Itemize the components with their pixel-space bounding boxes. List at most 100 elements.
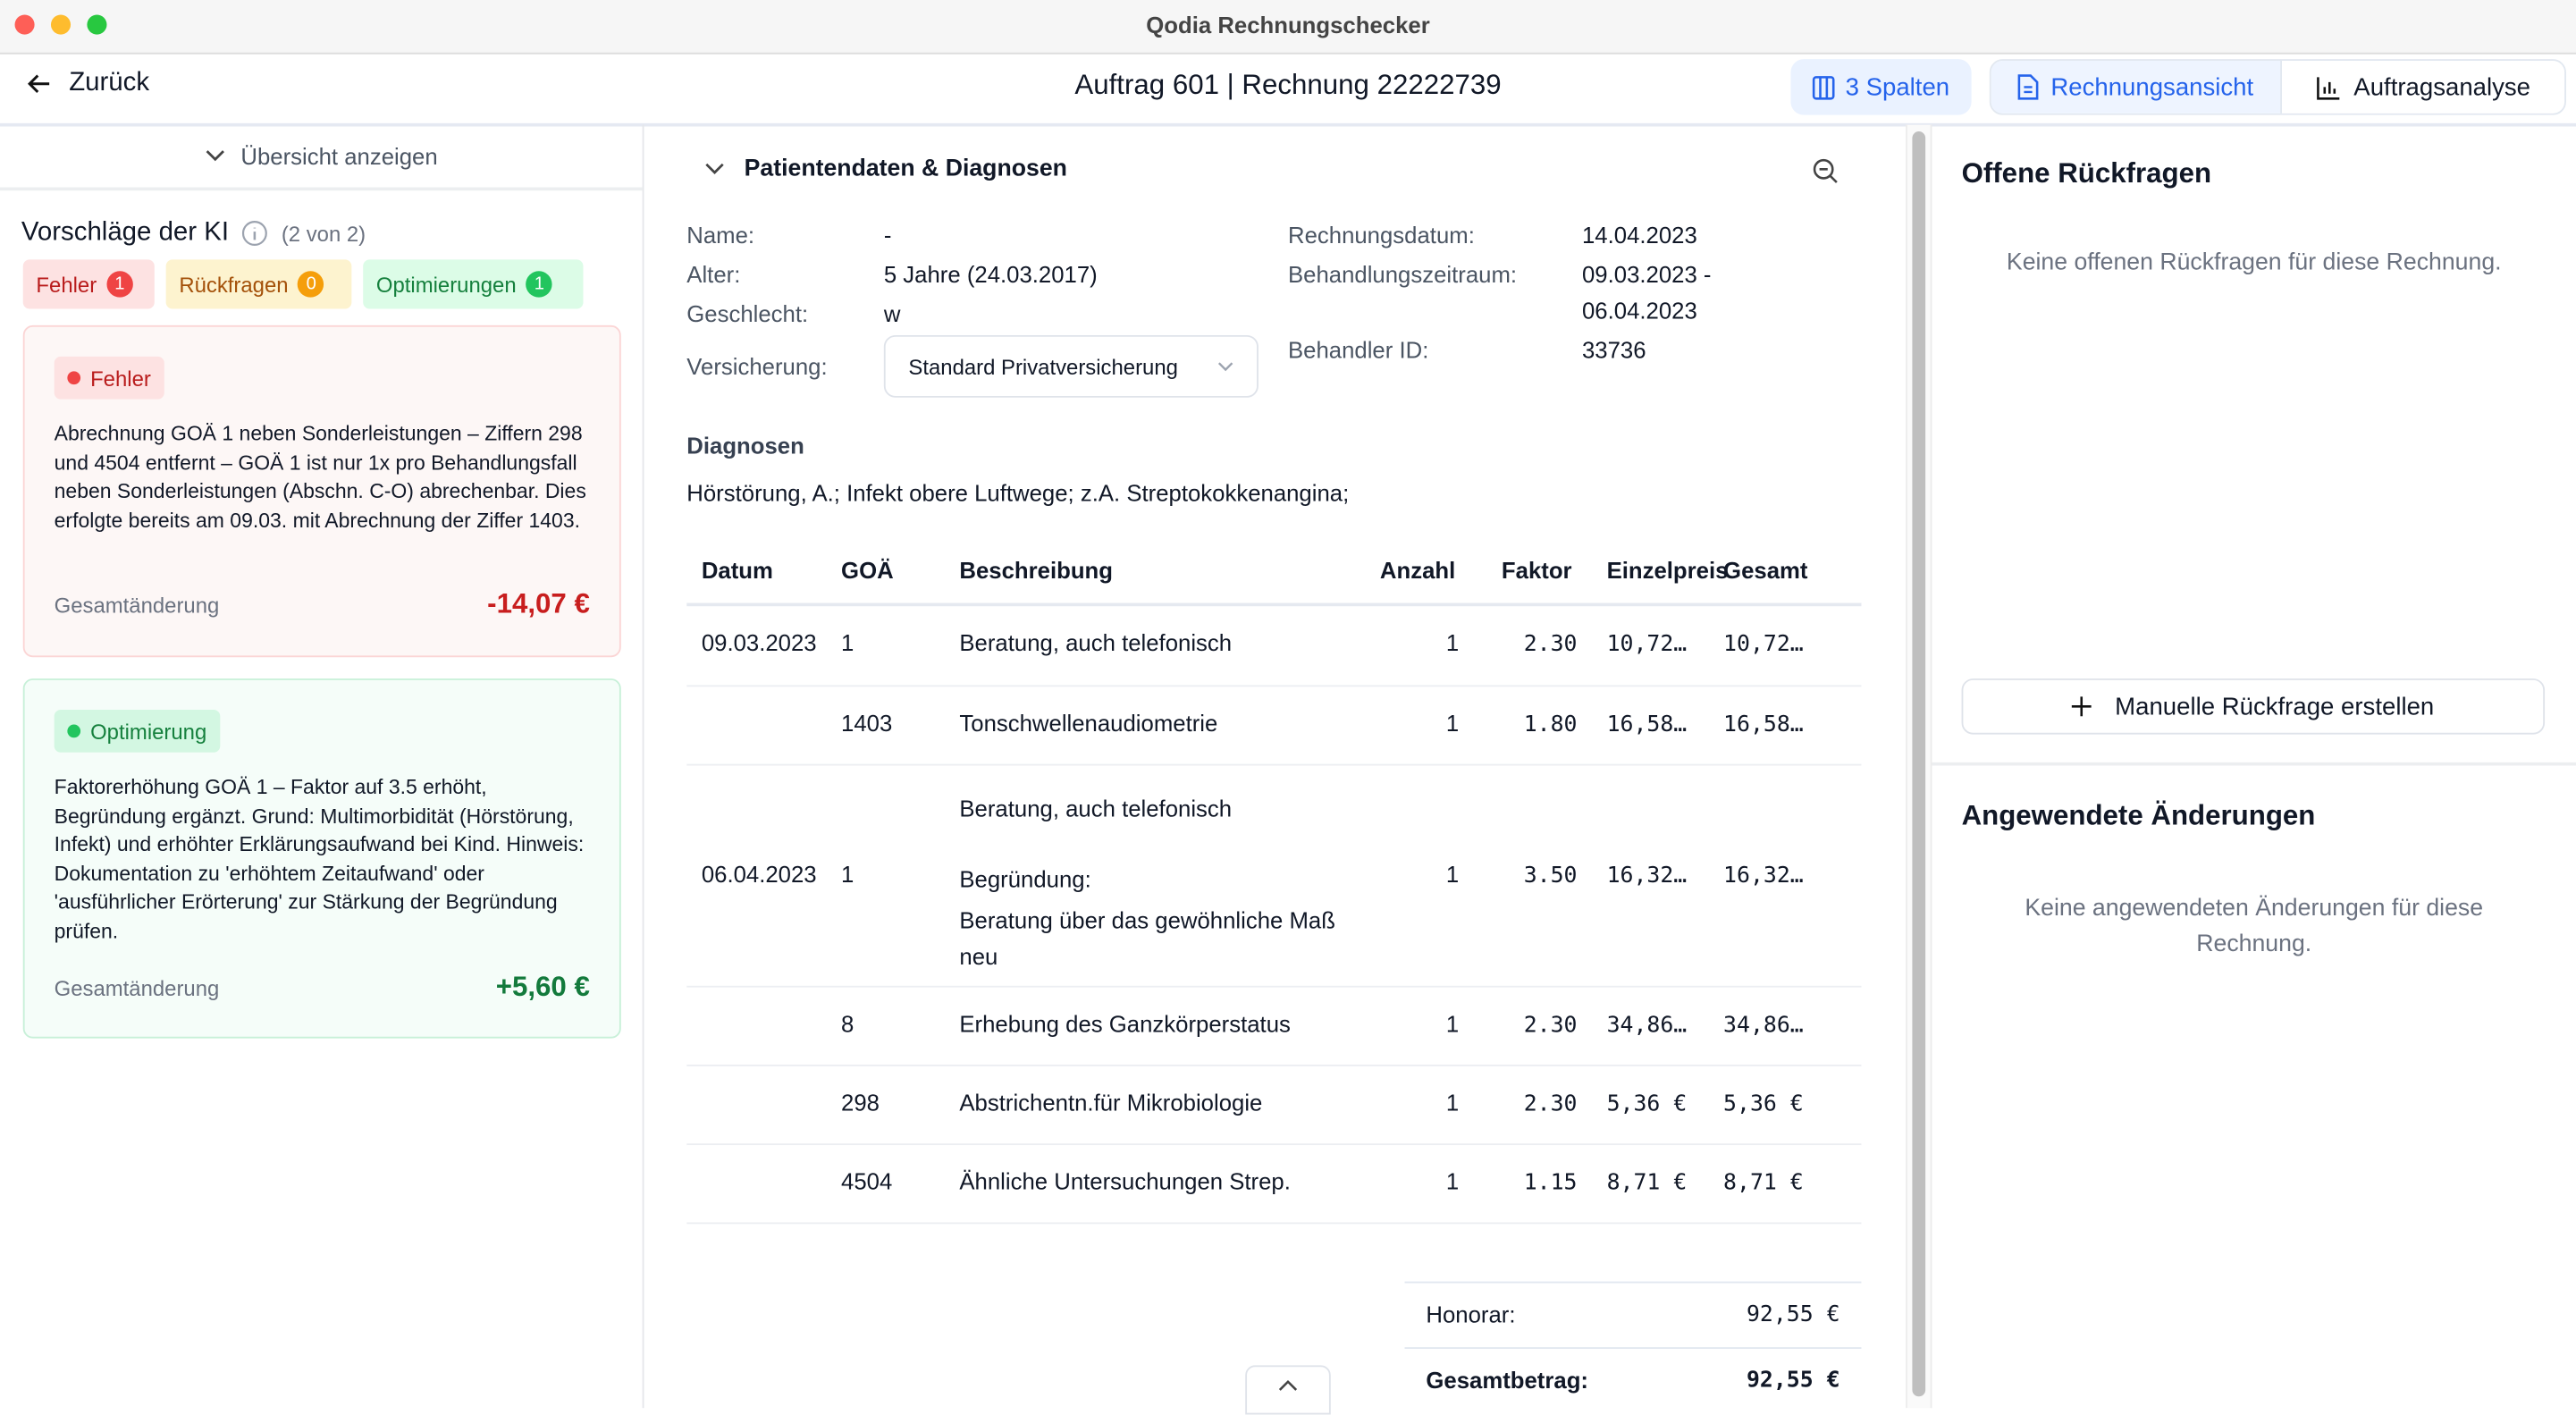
filter-label: Optimierungen <box>375 272 517 297</box>
suggestions-count: (2 von 2) <box>281 221 366 246</box>
divider <box>1404 1347 1862 1349</box>
fee-label: Honorar: <box>1426 1301 1516 1328</box>
cell-quantity: 1 <box>1445 710 1460 737</box>
cell-goa: 298 <box>841 1089 880 1116</box>
columns-button-label: 3 Spalten <box>1845 72 1950 102</box>
cell-description: Erhebung des Ganzkörperstatus <box>959 1010 1291 1037</box>
back-button[interactable]: Zurück <box>26 69 149 98</box>
tab-auftragsanalyse[interactable]: Auftragsanalyse <box>2282 61 2564 114</box>
filter-rueckfragen[interactable]: Rückfragen 0 <box>165 259 352 309</box>
tab-rechnungsansicht[interactable]: Rechnungsansicht <box>1991 61 2282 114</box>
plus-icon <box>2072 696 2092 717</box>
name-label: Name: <box>686 222 755 248</box>
create-question-label: Manuelle Rückfrage erstellen <box>2115 692 2435 720</box>
sex-value: w <box>883 300 901 327</box>
sex-label: Geschlecht: <box>686 300 809 327</box>
minimize-window-button[interactable] <box>50 14 72 35</box>
cell-total: 16,32… <box>1723 862 1804 889</box>
col-header-goa: GOÄ <box>841 557 894 584</box>
cell-factor: 1.80 <box>1523 711 1578 738</box>
suggestion-card-error[interactable]: Fehler Abrechnung GOÄ 1 neben Sonderleis… <box>22 324 621 658</box>
applied-changes-title: Angewendete Änderungen <box>1961 800 2316 832</box>
tag-label: Optimierung <box>90 719 207 744</box>
tab-label: Auftragsanalyse <box>2353 72 2531 102</box>
fee-value: 92,55 € <box>1746 1301 1840 1328</box>
cell-total: 16,58… <box>1723 711 1804 738</box>
total-value: 92,55 € <box>1746 1367 1840 1394</box>
diagnoses-title: Diagnosen <box>686 432 804 459</box>
scrollbar-track[interactable] <box>1906 124 1932 1409</box>
period-end: 06.04.2023 <box>1581 297 1697 324</box>
columns-button[interactable]: 3 Spalten <box>1790 59 1972 115</box>
change-value: +5,60 € <box>495 971 590 1003</box>
change-value: -14,07 € <box>487 588 590 619</box>
cell-quantity: 1 <box>1445 1167 1460 1195</box>
suggestion-card-optimization[interactable]: Optimierung Faktorerhöhung GOÄ 1 – Fakto… <box>22 678 621 1039</box>
col-header-gesamt: Gesamt <box>1723 557 1808 584</box>
scroll-up-button[interactable] <box>1245 1365 1331 1415</box>
scrollbar-thumb[interactable] <box>1912 131 1926 1397</box>
cell-total: 34,86… <box>1723 1012 1804 1039</box>
tab-label: Rechnungsansicht <box>2050 72 2254 102</box>
suggestions-heading: Vorschläge der KI (2 von 2) <box>21 218 366 248</box>
invoice-date-value: 14.04.2023 <box>1581 222 1697 248</box>
count-badge: 1 <box>106 271 133 298</box>
back-label: Zurück <box>69 69 150 97</box>
provider-label: Behandler ID: <box>1287 336 1429 364</box>
top-header: Zurück Auftrag 601 | Rechnung 22222739 3… <box>0 55 2576 127</box>
period-label: Behandlungszeitraum: <box>1287 261 1518 288</box>
cell-unit-price: 34,86… <box>1606 1012 1688 1039</box>
overview-toggle[interactable]: Übersicht anzeigen <box>0 125 643 191</box>
cell-date: 06.04.2023 <box>701 860 817 887</box>
col-header-anzahl: Anzahl <box>1379 557 1456 584</box>
count-badge: 0 <box>298 271 324 298</box>
age-label: Alter: <box>686 261 741 288</box>
title-bar: Qodia Rechnungschecker <box>0 0 2576 55</box>
cell-unit-price: 10,72… <box>1606 630 1688 658</box>
zoom-window-button[interactable] <box>87 14 107 35</box>
chevron-up-icon <box>1278 1379 1298 1391</box>
col-header-datum: Datum <box>701 557 773 584</box>
divider <box>1932 762 2576 766</box>
row-divider <box>686 985 1862 988</box>
ai-suggestions-panel: Übersicht anzeigen Vorschläge der KI (2 … <box>0 124 644 1409</box>
insurance-select[interactable]: Standard Privatversicherung <box>883 334 1259 398</box>
row-divider <box>686 1222 1862 1225</box>
row-divider <box>686 1065 1862 1066</box>
close-window-button[interactable] <box>14 14 35 35</box>
create-question-button[interactable]: Manuelle Rückfrage erstellen <box>1961 678 2546 735</box>
col-header-einzelpreis: Einzelpreis <box>1606 557 1729 584</box>
arrow-left-icon <box>28 74 50 93</box>
cell-quantity: 1 <box>1445 1010 1460 1037</box>
cell-unit-price: 8,71 € <box>1606 1169 1688 1197</box>
cell-goa: 1403 <box>841 710 893 737</box>
cell-unit-price: 5,36 € <box>1606 1091 1688 1117</box>
cell-factor: 3.50 <box>1523 862 1578 889</box>
cell-description: Beratung, auch telefonisch <box>959 795 1233 821</box>
diagnoses-text: Hörstörung, A.; Infekt obere Luftwege; z… <box>686 479 1350 507</box>
open-questions-empty: Keine offenen Rückfragen für diese Rechn… <box>2006 249 2502 276</box>
chevron-down-icon <box>205 150 224 162</box>
chevron-down-icon <box>705 163 724 174</box>
columns-icon <box>1813 75 1836 99</box>
filter-optimierungen[interactable]: Optimierungen 1 <box>363 259 584 309</box>
status-dot-icon <box>67 724 81 738</box>
info-icon[interactable] <box>242 220 268 246</box>
total-label: Gesamtbetrag: <box>1426 1367 1589 1394</box>
divider <box>1404 1281 1862 1284</box>
document-icon <box>2018 74 2039 100</box>
insurance-label: Versicherung: <box>686 353 828 380</box>
patient-section-toggle[interactable]: Patientendaten & Diagnosen <box>705 156 1067 182</box>
applied-changes-empty: Keine angewendeten Änderungen für diese … <box>2025 895 2484 958</box>
view-tabs: Rechnungsansicht Auftragsanalyse <box>1989 59 2566 115</box>
cell-quantity: 1 <box>1445 860 1460 887</box>
provider-value: 33736 <box>1581 336 1646 364</box>
insurance-value: Standard Privatversicherung <box>908 354 1178 379</box>
change-label: Gesamtänderung <box>54 975 220 1001</box>
open-questions-title: Offene Rückfragen <box>1961 157 2212 190</box>
filter-fehler[interactable]: Fehler 1 <box>22 259 155 309</box>
status-dot-icon <box>67 371 81 385</box>
overview-toggle-label: Übersicht anzeigen <box>240 142 438 170</box>
zoom-out-icon[interactable] <box>1812 157 1839 185</box>
